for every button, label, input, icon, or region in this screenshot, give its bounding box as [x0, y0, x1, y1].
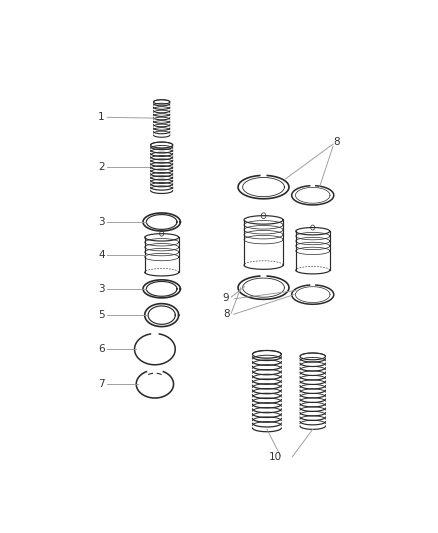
Text: 8: 8	[333, 137, 340, 147]
Text: 10: 10	[269, 452, 282, 462]
Text: 1: 1	[98, 112, 105, 122]
Text: 2: 2	[98, 163, 105, 172]
Text: 8: 8	[223, 309, 230, 319]
Text: 7: 7	[98, 379, 105, 389]
Text: 4: 4	[98, 250, 105, 260]
Text: 6: 6	[98, 344, 105, 354]
Text: 3: 3	[98, 284, 105, 294]
Text: 3: 3	[98, 217, 105, 227]
Text: 9: 9	[223, 293, 230, 303]
Text: 5: 5	[98, 310, 105, 320]
